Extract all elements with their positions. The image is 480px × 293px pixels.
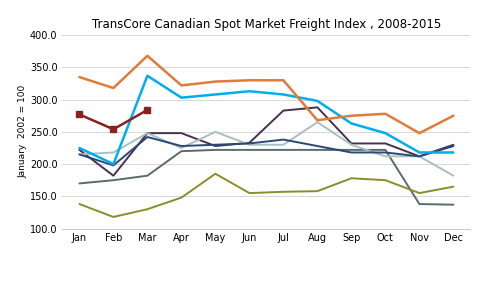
2009 <box>213 172 218 176</box>
2010 <box>76 148 82 152</box>
2010 <box>348 142 354 145</box>
2009 <box>110 215 116 219</box>
2013 <box>76 153 82 156</box>
2011 <box>280 93 286 96</box>
2011 <box>383 131 388 135</box>
2014 <box>144 54 150 57</box>
2012 <box>383 155 388 158</box>
2010 <box>144 131 150 135</box>
2013 <box>451 143 456 146</box>
2009 <box>247 191 252 195</box>
2008 <box>451 203 456 207</box>
2008 <box>247 148 252 152</box>
2008 <box>110 178 116 182</box>
2010 <box>383 142 388 145</box>
2009 <box>383 178 388 182</box>
2013 <box>213 143 218 146</box>
2010 <box>179 131 184 135</box>
2008 <box>76 182 82 185</box>
2014 <box>179 84 184 87</box>
2010 <box>213 144 218 148</box>
2008 <box>280 148 286 152</box>
2013 <box>247 142 252 145</box>
2011 <box>110 162 116 166</box>
2013 <box>383 151 388 154</box>
2014 <box>417 131 422 135</box>
2012 <box>110 151 116 154</box>
2014 <box>247 79 252 82</box>
2015 <box>76 113 82 116</box>
2012 <box>451 174 456 178</box>
2014 <box>314 118 320 122</box>
2010 <box>417 155 422 158</box>
2008 <box>179 149 184 153</box>
2011 <box>417 151 422 154</box>
2013 <box>179 144 184 148</box>
Y-axis label: January  2002 = 100: January 2002 = 100 <box>18 85 27 178</box>
2011 <box>247 89 252 93</box>
2013 <box>280 138 286 141</box>
2011 <box>213 93 218 96</box>
2014 <box>451 114 456 117</box>
2010 <box>110 174 116 178</box>
2014 <box>76 75 82 79</box>
2010 <box>314 105 320 109</box>
2012 <box>280 143 286 146</box>
2008 <box>383 148 388 152</box>
2014 <box>348 114 354 117</box>
2014 <box>213 80 218 83</box>
2012 <box>348 143 354 146</box>
2010 <box>451 144 456 148</box>
2013 <box>144 135 150 139</box>
2015 <box>144 108 150 112</box>
Line: 2010: 2010 <box>79 107 454 176</box>
2012 <box>314 120 320 124</box>
2008 <box>144 174 150 178</box>
2011 <box>76 146 82 150</box>
2012 <box>179 146 184 150</box>
2009 <box>179 196 184 199</box>
2009 <box>417 191 422 195</box>
2015 <box>110 127 116 131</box>
2008 <box>314 148 320 152</box>
Line: 2009: 2009 <box>79 174 454 217</box>
2008 <box>417 202 422 206</box>
2013 <box>348 151 354 154</box>
2009 <box>348 176 354 180</box>
2012 <box>144 131 150 135</box>
2012 <box>417 155 422 158</box>
2009 <box>314 189 320 193</box>
Line: 2011: 2011 <box>79 76 454 164</box>
2012 <box>213 130 218 134</box>
Line: 2012: 2012 <box>79 122 454 176</box>
2013 <box>110 163 116 167</box>
2014 <box>383 112 388 115</box>
2010 <box>247 141 252 144</box>
2009 <box>280 190 286 194</box>
2008 <box>213 148 218 152</box>
2009 <box>76 202 82 206</box>
2014 <box>280 79 286 82</box>
2008 <box>348 148 354 152</box>
2011 <box>451 151 456 154</box>
Line: 2013: 2013 <box>79 137 454 165</box>
2011 <box>144 74 150 78</box>
2011 <box>348 122 354 125</box>
Line: 2015: 2015 <box>76 106 151 133</box>
2011 <box>314 99 320 103</box>
2009 <box>144 207 150 211</box>
Line: 2014: 2014 <box>79 56 454 133</box>
2012 <box>76 153 82 156</box>
2009 <box>451 185 456 188</box>
2010 <box>280 109 286 112</box>
2012 <box>247 143 252 146</box>
Title: TransCore Canadian Spot Market Freight Index , 2008-2015: TransCore Canadian Spot Market Freight I… <box>92 18 441 31</box>
2011 <box>179 96 184 99</box>
Line: 2008: 2008 <box>79 150 454 205</box>
2014 <box>110 86 116 90</box>
2013 <box>314 144 320 148</box>
2013 <box>417 155 422 158</box>
